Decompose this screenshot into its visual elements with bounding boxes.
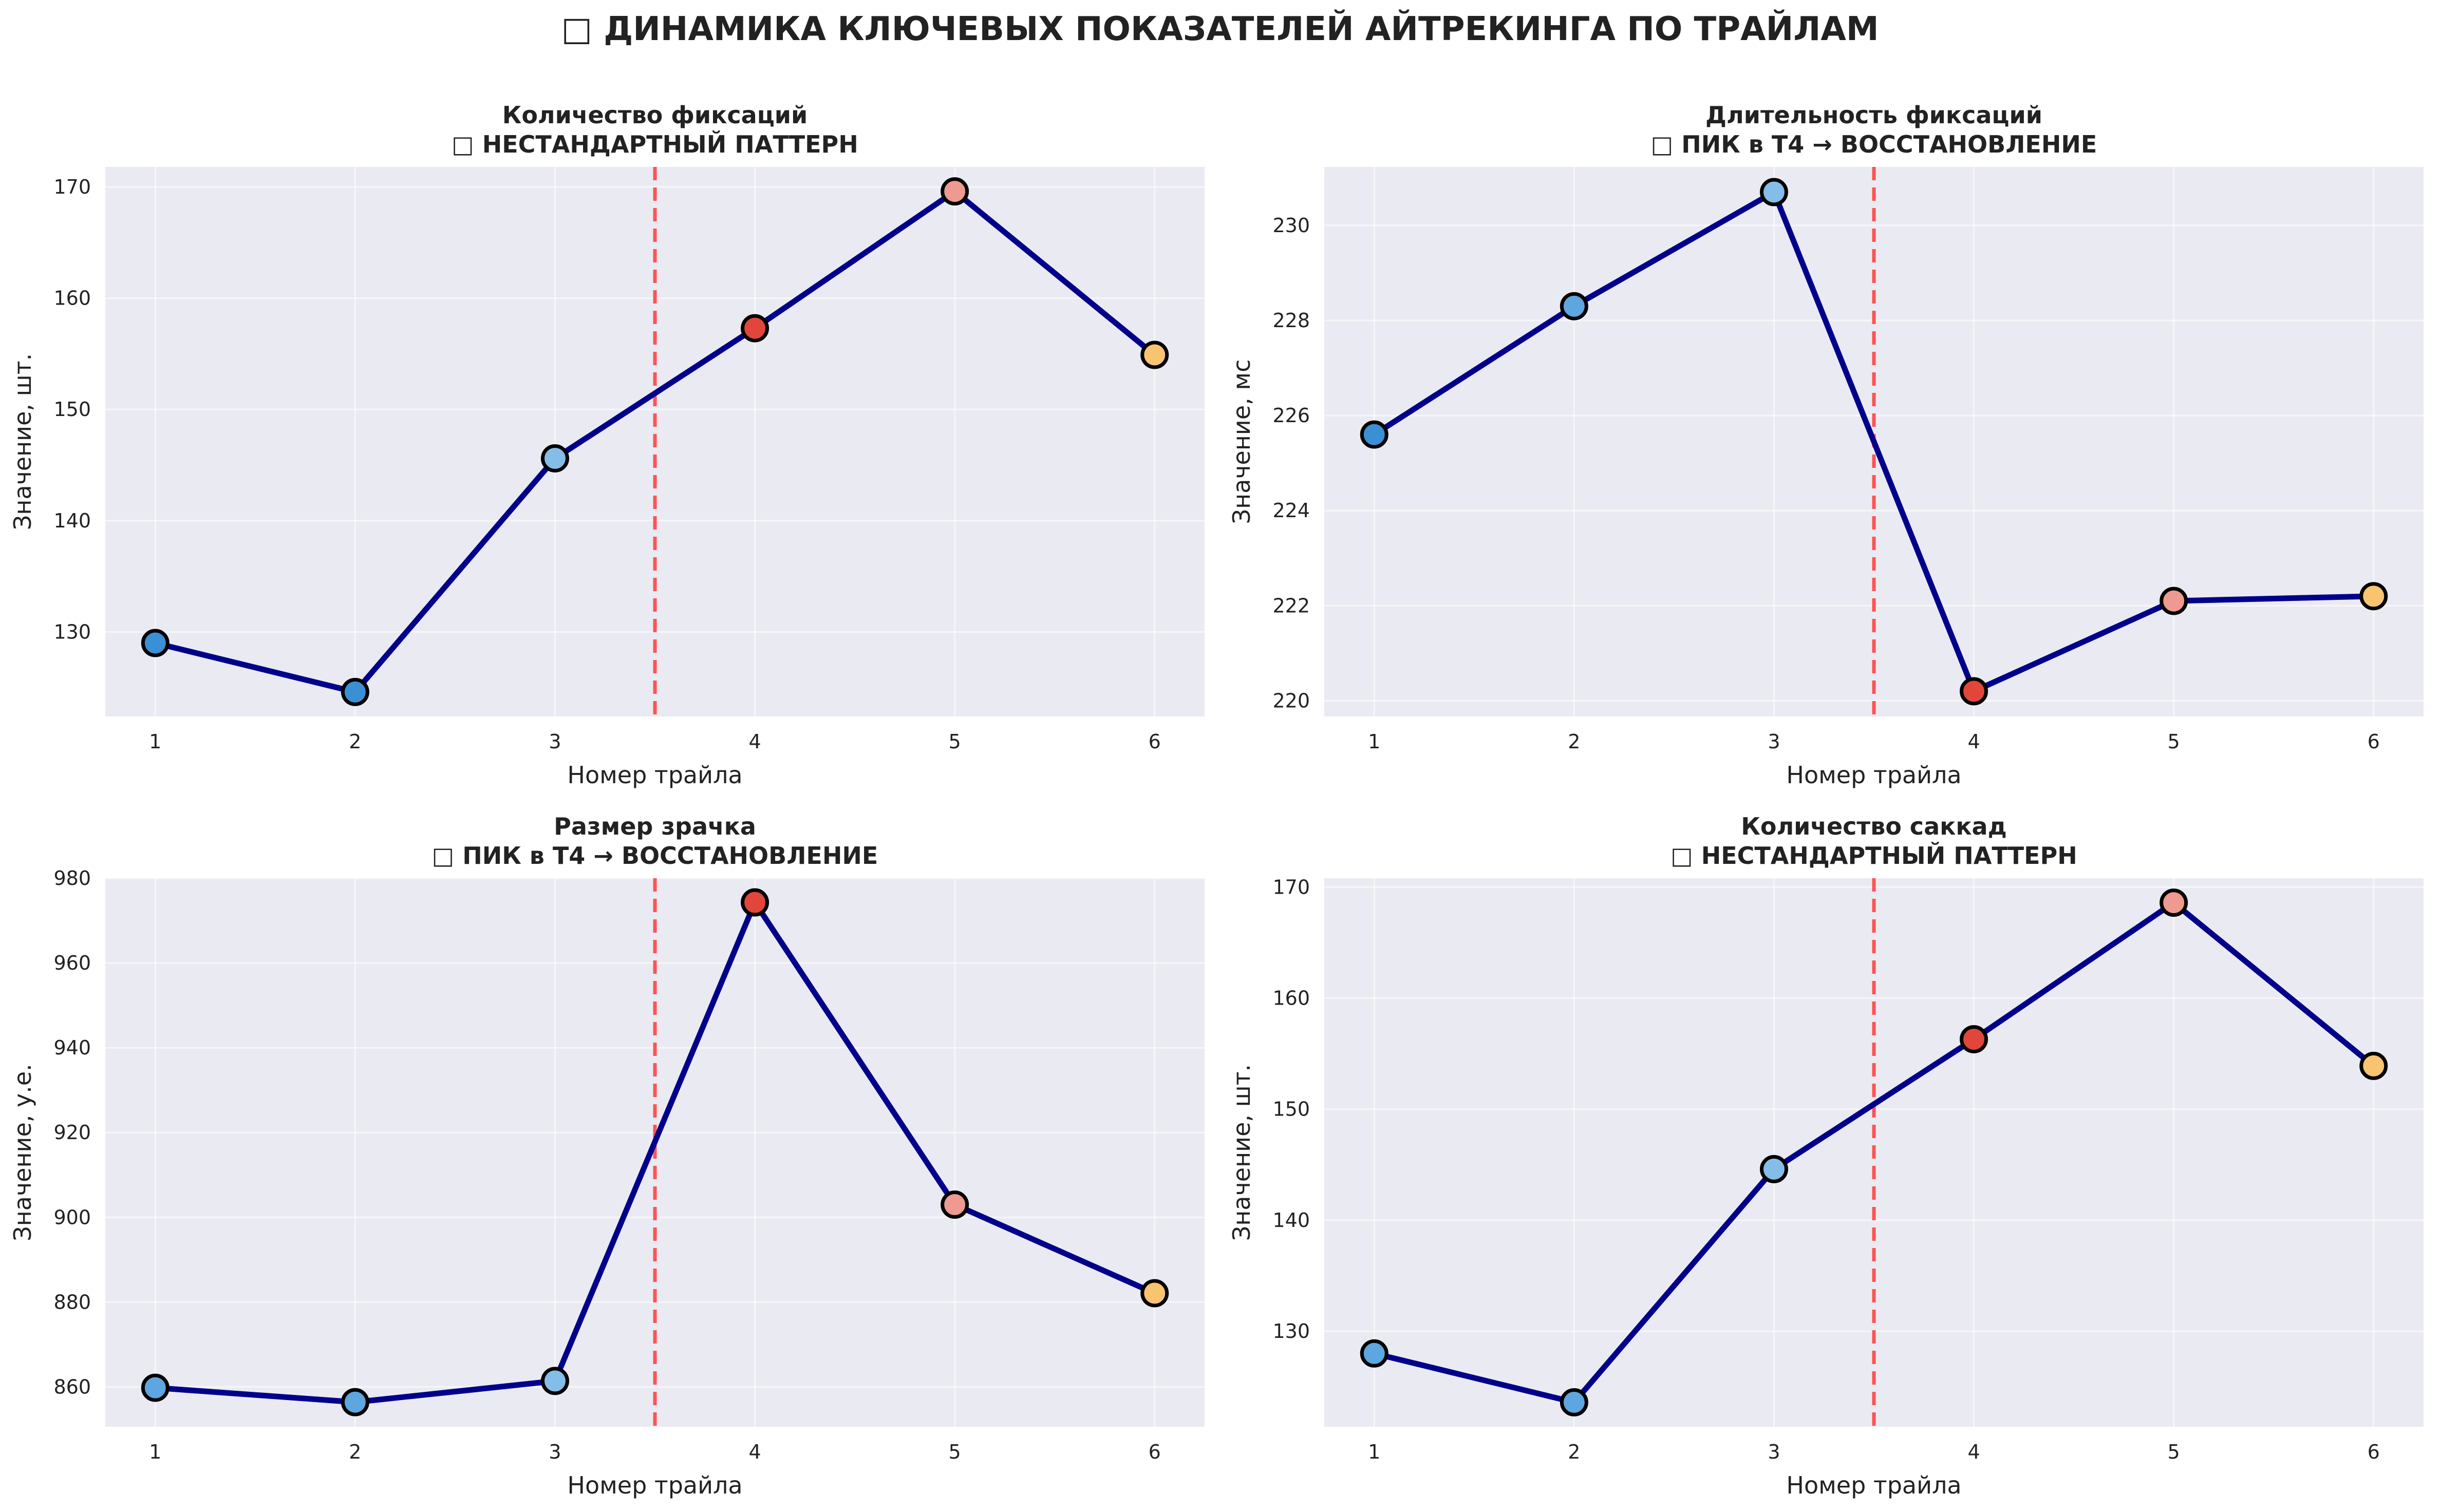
x-tick-label: 3 <box>549 730 561 753</box>
x-tick-label: 3 <box>549 1441 561 1463</box>
y-tick-label: 900 <box>53 1206 91 1228</box>
panel-subtitle: □ ПИК в T4 → ВОССТАНОВЛЕНИЕ <box>1651 130 2097 158</box>
y-tick-label: 220 <box>1272 689 1310 712</box>
data-point-trial-1 <box>1360 1339 1388 1368</box>
x-axis-label: Номер трайла <box>567 761 742 789</box>
x-tick-label: 2 <box>1568 1441 1580 1463</box>
data-point-trial-2 <box>341 1388 369 1416</box>
data-point-trial-1 <box>141 629 170 657</box>
y-axis-label: Значение, шт. <box>9 353 36 530</box>
data-point-trial-4 <box>741 888 769 917</box>
x-tick-label: 1 <box>1368 1441 1380 1463</box>
y-tick-label: 228 <box>1272 309 1310 332</box>
data-point-trial-3 <box>1759 1155 1788 1183</box>
data-point-trial-1 <box>1360 420 1388 449</box>
figure-title-text: □ ДИНАМИКА КЛЮЧЕВЫХ ПОКАЗАТЕЛЕЙ АЙТРЕКИН… <box>561 10 1879 48</box>
data-point-trial-4 <box>1960 1025 1988 1053</box>
data-point-trial-2 <box>341 677 369 706</box>
x-tick-label: 1 <box>149 1441 161 1463</box>
y-tick-label: 130 <box>53 620 91 643</box>
y-tick-label: 170 <box>1272 876 1310 898</box>
y-tick-label: 960 <box>53 952 91 974</box>
y-tick-label: 140 <box>1272 1209 1310 1232</box>
y-tick-label: 920 <box>53 1121 91 1144</box>
series-line <box>1371 900 2377 1405</box>
data-point-trial-2 <box>1560 292 1588 320</box>
data-point-trial-3 <box>1759 178 1788 206</box>
series-line <box>152 899 1158 1405</box>
y-tick-label: 940 <box>53 1036 91 1059</box>
x-axis-label: Номер трайла <box>567 1471 742 1499</box>
x-tick-label: 6 <box>1149 730 1161 753</box>
x-tick-label: 1 <box>1368 730 1380 753</box>
panel-title: Количество фиксаций <box>502 101 808 129</box>
y-tick-label: 222 <box>1272 594 1310 617</box>
data-point-trial-1 <box>141 1373 170 1402</box>
chart-panel-1: 1 2 3 4 5 6 130 140 150 160 170 Количество фиксаций… <box>9 101 1205 789</box>
data-point-trial-4 <box>741 314 769 343</box>
figure-title: □ ДИНАМИКА КЛЮЧЕВЫХ ПОКАЗАТЕЛЕЙ АЙТРЕКИН… <box>0 10 2440 48</box>
x-tick-label: 4 <box>748 1441 761 1463</box>
x-tick-label: 5 <box>2168 1441 2180 1463</box>
x-tick-label: 5 <box>949 1441 961 1463</box>
y-tick-label: 160 <box>1272 987 1310 1009</box>
x-tick-label: 4 <box>1967 1441 1980 1463</box>
x-tick-label: 4 <box>1967 730 1980 753</box>
x-tick-label: 5 <box>949 730 961 753</box>
y-tick-label: 130 <box>1272 1320 1310 1343</box>
y-tick-label: 224 <box>1272 499 1310 522</box>
panel-title: Размер зрачка <box>554 812 756 840</box>
x-tick-label: 6 <box>2368 730 2380 753</box>
y-tick-label: 226 <box>1272 404 1310 427</box>
y-tick-label: 150 <box>53 398 91 421</box>
x-tick-label: 3 <box>1768 730 1780 753</box>
y-axis-label: Значение, мс <box>1228 360 1255 524</box>
y-tick-label: 980 <box>53 867 91 890</box>
x-axis-label: Номер трайла <box>1786 761 1961 789</box>
y-tick-label: 140 <box>53 509 91 532</box>
data-point-trial-5 <box>2160 889 2188 917</box>
y-axis-label: Значение, шт. <box>1228 1064 1255 1241</box>
data-point-trial-6 <box>2359 582 2388 611</box>
y-axis-label: Значение, у.е. <box>9 1064 36 1241</box>
panel-subtitle: □ НЕСТАНДАРТНЫЙ ПАТТЕРН <box>1671 842 2077 870</box>
panel-subtitle: □ ПИК в T4 → ВОССТАНОВЛЕНИЕ <box>432 842 878 870</box>
y-tick-label: 170 <box>53 176 91 198</box>
x-tick-label: 4 <box>748 730 761 753</box>
x-tick-label: 6 <box>2368 1441 2380 1463</box>
series-line <box>152 188 1158 695</box>
panel-title: Количество саккад <box>1741 812 2007 840</box>
data-point-trial-6 <box>1140 341 1169 369</box>
y-tick-label: 160 <box>53 287 91 310</box>
chart-panel-3: 1 2 3 4 5 6 860 880 900 920 940 960 980 Размер зрачка… <box>9 812 1205 1499</box>
x-tick-label: 6 <box>1149 1441 1161 1463</box>
panel-title: Длительность фиксаций <box>1705 101 2042 129</box>
data-point-trial-3 <box>540 444 569 472</box>
data-point-trial-5 <box>2160 587 2188 615</box>
x-axis-label: Номер трайла <box>1786 1471 1961 1499</box>
panel-subtitle: □ НЕСТАНДАРТНЫЙ ПАТТЕРН <box>452 130 858 158</box>
chart-panel-2: 1 2 3 4 5 6 220 222 224 226 228 230 Длительность фик… <box>1228 101 2424 789</box>
y-tick-label: 230 <box>1272 214 1310 237</box>
x-tick-label: 2 <box>349 1441 361 1463</box>
y-tick-label: 860 <box>53 1375 91 1398</box>
data-point-trial-3 <box>540 1367 569 1395</box>
data-point-trial-4 <box>1960 677 1988 706</box>
x-tick-label: 1 <box>149 730 161 753</box>
x-tick-label: 3 <box>1768 1441 1780 1463</box>
x-tick-label: 5 <box>2168 730 2180 753</box>
data-point-trial-5 <box>941 177 969 206</box>
data-point-trial-6 <box>2359 1051 2388 1080</box>
y-tick-label: 150 <box>1272 1098 1310 1121</box>
data-point-trial-2 <box>1560 1388 1588 1416</box>
chart-panel-4: 1 2 3 4 5 6 130 140 150 160 170 Количество саккад□ … <box>1228 812 2424 1499</box>
series-line <box>1371 189 2377 694</box>
data-point-trial-5 <box>941 1190 969 1219</box>
x-tick-label: 2 <box>1568 730 1580 753</box>
y-tick-label: 880 <box>53 1291 91 1313</box>
x-tick-label: 2 <box>349 730 361 753</box>
data-point-trial-6 <box>1140 1279 1169 1308</box>
